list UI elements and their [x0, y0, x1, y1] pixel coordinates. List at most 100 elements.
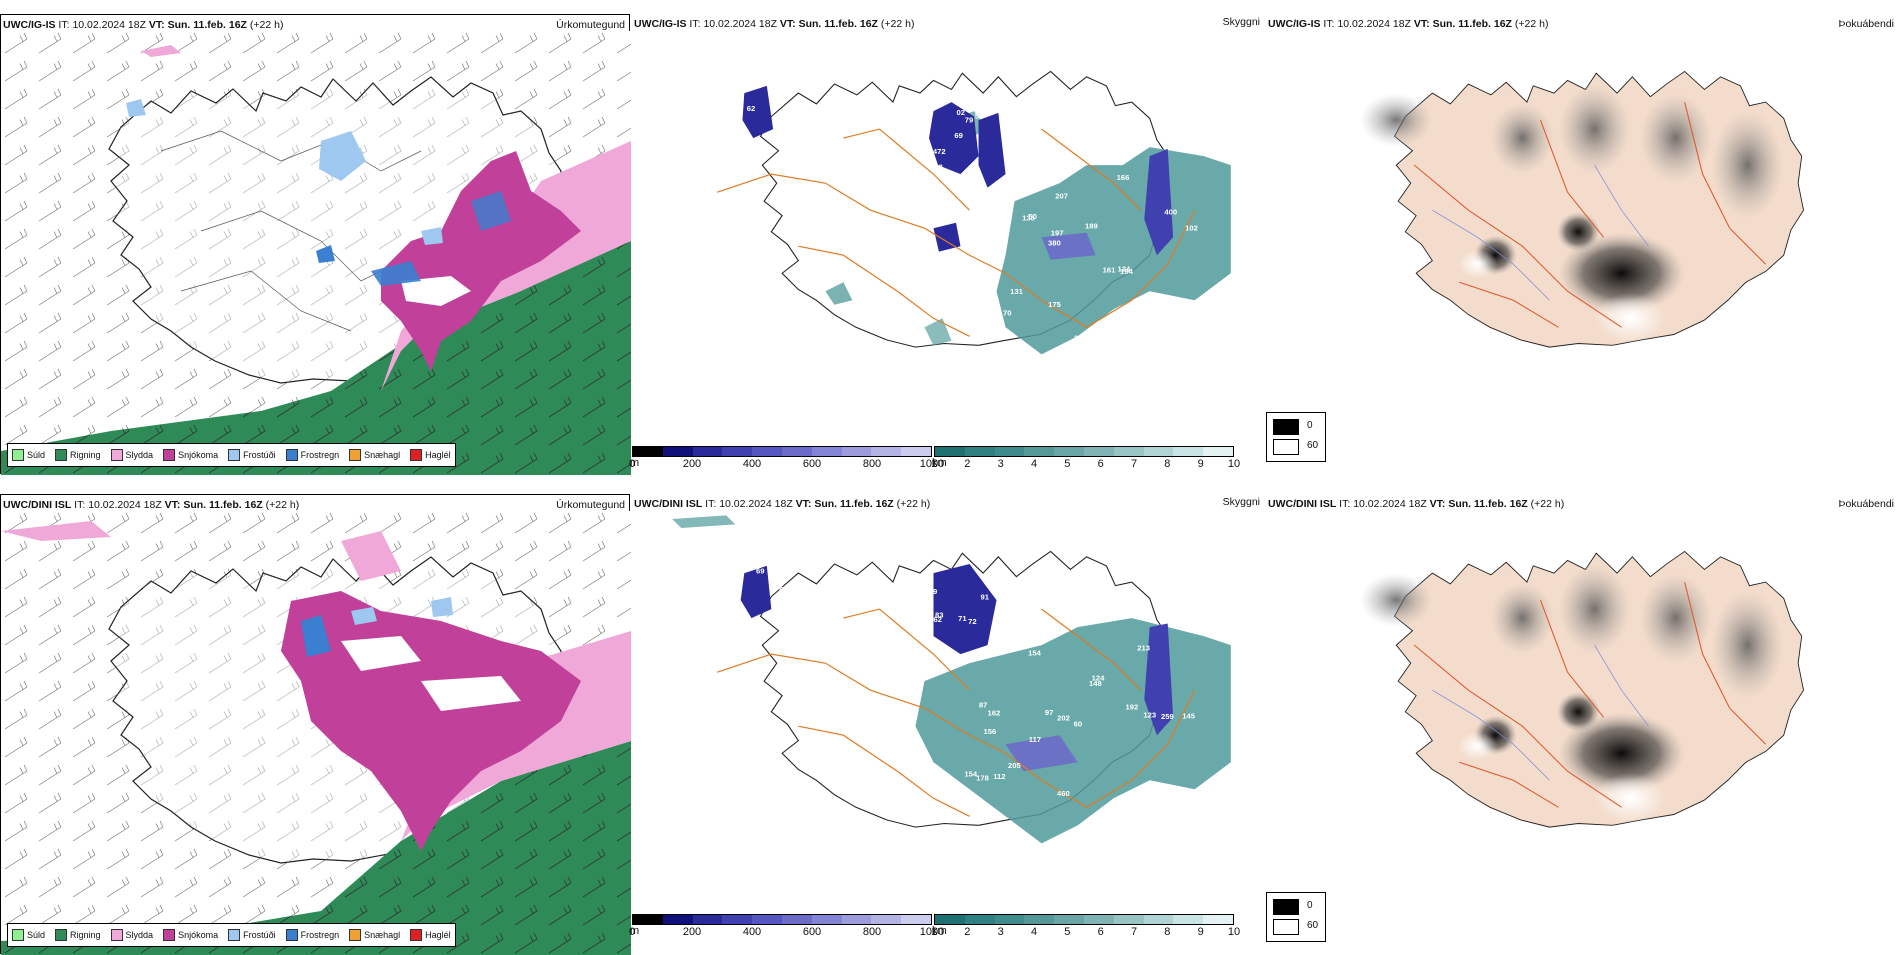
visibility-value-label: 148	[1089, 679, 1102, 688]
colorbar-tick-label: 10	[1227, 458, 1241, 470]
colorbar-tick-label: 7	[1130, 926, 1138, 938]
colorbar-unit: m	[630, 457, 640, 469]
colorbar-tick-label: 10	[1227, 926, 1241, 938]
panel-title: Úrkomutegund	[556, 19, 625, 31]
legend-item: Frostregn	[285, 449, 339, 461]
colorbar-segment	[811, 915, 842, 924]
legend-swatch	[349, 449, 362, 461]
visibility-value-label: 175	[1048, 300, 1061, 309]
visibility-value-label: 50	[1028, 212, 1037, 221]
colorbar-segment	[901, 915, 931, 924]
precip-legend: Súld Rigning Slydda Snjókoma Frostúði Fr…	[7, 443, 456, 467]
precip-type-panel-top: UWC/IG-IS IT: 10.02.2024 18Z VT: Sun. 11…	[0, 14, 631, 475]
visibility-value-label: 166	[1117, 173, 1130, 182]
colorbar-segment	[1083, 915, 1114, 924]
legend-item: Snæhagl	[349, 449, 400, 461]
fog-map	[1297, 30, 1865, 391]
it-label: IT:	[58, 19, 70, 31]
colorbar-segment	[901, 447, 931, 456]
visibility-panel-top: UWC/IG-IS IT: 10.02.2024 18Z VT: Sun. 11…	[629, 14, 1262, 474]
fog-swatch-light	[1273, 439, 1299, 455]
model-label: UWC/IG-IS	[3, 19, 56, 31]
visibility-value-label: 202	[1057, 714, 1070, 723]
legend-swatch	[228, 449, 241, 461]
panel-header: UWC/DINI ISL IT: 10.02.2024 18Z VT: Sun.…	[634, 498, 931, 510]
fog-swatch-light	[1273, 919, 1299, 935]
colorbar-segment	[935, 447, 965, 456]
visibility-value-label: 197	[1051, 228, 1064, 237]
colorbar-segment	[633, 915, 663, 924]
visibility-value-label: 162	[929, 615, 942, 624]
visibility-value-label: 79	[1051, 165, 1060, 174]
colorbar-segment	[752, 447, 782, 456]
colorbar-segment	[964, 915, 995, 924]
panel-title: Skyggni	[1222, 496, 1260, 508]
colorbar-tick-label: 1	[930, 458, 938, 470]
visibility-value-label: 189	[1085, 221, 1098, 230]
fog-legend-top: 0 60	[1266, 412, 1326, 462]
colorbar-tick-label: 5	[1064, 458, 1071, 470]
panel-header: UWC/IG-IS IT: 10.02.2024 18Z VT: Sun. 11…	[634, 18, 915, 30]
visibility-panel-bottom: UWC/DINI ISL IT: 10.02.2024 18Z VT: Sun.…	[629, 494, 1262, 954]
visibility-value-label: 207	[1055, 192, 1068, 201]
colorbar-tick-label: 1	[930, 926, 938, 938]
visibility-value-label: 79	[929, 587, 938, 596]
legend-item: Frostúði	[228, 929, 276, 941]
legend-swatch	[12, 929, 24, 941]
colorbar-segment	[1173, 447, 1204, 456]
visibility-value-label: 124	[1118, 265, 1131, 274]
lead-time: (+22 h)	[249, 19, 284, 31]
colorbar-segment	[1054, 447, 1084, 456]
colorbar-segment	[781, 447, 812, 456]
colorbar-tick-label: 2	[964, 926, 971, 938]
visibility-value-labels: 7062806957620279472509870207189194142791…	[747, 92, 1198, 342]
colorbar-segment	[871, 915, 902, 924]
colorbar-segment	[1054, 915, 1084, 924]
colorbar-segment	[1024, 915, 1055, 924]
legend-swatch	[12, 449, 24, 461]
colorbar-segment	[964, 447, 995, 456]
colorbar-tick-label: 5	[1064, 926, 1071, 938]
visibility-value-label: 124	[1092, 673, 1105, 682]
colorbar-tick-label: 1000	[919, 458, 945, 470]
colorbar-tick-label: 6	[1097, 926, 1104, 938]
visibility-value-label: 123	[1143, 711, 1156, 720]
colorbar-segment	[994, 915, 1025, 924]
visibility-value-label: 02	[957, 108, 966, 117]
colorbar-unit: km	[932, 457, 947, 469]
colorbar-segment	[994, 447, 1025, 456]
visibility-value-label: 69	[756, 567, 765, 576]
colorbar-unit: m	[630, 925, 640, 937]
colorbar-segment	[1203, 915, 1233, 924]
visibility-value-label: 472	[933, 147, 946, 156]
visibility-km-colorbar: 1 2 3 4 5 6 7 8 9 10 km	[930, 914, 1240, 940]
legend-item: Súld	[12, 929, 45, 941]
vt-label: VT:	[148, 19, 165, 31]
legend-swatch	[228, 929, 241, 941]
legend-item: Snjókoma	[163, 449, 218, 461]
legend-item: Snjókoma	[163, 929, 218, 941]
colorbar-segment	[935, 915, 965, 924]
colorbar-tick-label: 8	[1164, 926, 1171, 938]
visibility-value-label: 154	[1028, 648, 1041, 657]
visibility-value-label: 194	[1120, 267, 1133, 276]
colorbar-segment	[752, 915, 782, 924]
legend-swatch	[285, 449, 298, 461]
visibility-value-label: 338	[1143, 324, 1156, 333]
colorbar-segment	[781, 915, 812, 924]
visibility-value-label: 233	[980, 808, 993, 817]
visibility-value-label: 69	[954, 131, 963, 140]
visibility-value-label: 145	[1182, 712, 1195, 721]
colorbar-segment	[841, 447, 872, 456]
visibility-value-label: 62	[747, 104, 756, 113]
legend-item: Haglél	[410, 929, 451, 941]
legend-swatch	[410, 929, 423, 941]
visibility-value-label: 79	[965, 115, 974, 124]
visibility-m-colorbar: 0 200 400 600 800 1000 m	[629, 446, 944, 472]
colorbar-tick-label: 2	[964, 458, 971, 470]
colorbar-segment	[692, 915, 723, 924]
legend-item: Slydda	[110, 929, 153, 941]
panel-title: Úrkomutegund	[556, 499, 625, 511]
colorbar-segment	[1143, 915, 1174, 924]
colorbar-tick-label: 400	[742, 458, 762, 470]
